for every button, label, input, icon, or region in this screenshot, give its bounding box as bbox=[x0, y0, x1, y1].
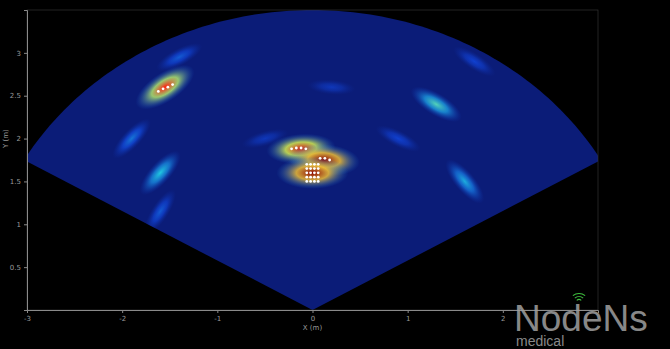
tick-label: -3 bbox=[24, 315, 31, 323]
detection-point bbox=[317, 167, 320, 170]
tick-mark bbox=[24, 224, 27, 225]
detection-point bbox=[323, 157, 326, 160]
tick-mark bbox=[24, 96, 27, 97]
watermark-sub: medical bbox=[516, 333, 564, 349]
heat-spot bbox=[372, 120, 424, 156]
tick: 0 bbox=[311, 310, 315, 323]
tick-mark bbox=[313, 310, 314, 313]
detection-point bbox=[295, 147, 298, 150]
tick-label: 0 bbox=[311, 315, 315, 323]
detection-point bbox=[309, 180, 312, 183]
x-axis: -3 -2 -1 0 1 2 bbox=[24, 310, 598, 323]
tick-label: -1 bbox=[214, 315, 221, 323]
detection-point bbox=[300, 147, 303, 150]
signal-icon bbox=[573, 293, 586, 296]
tick-mark bbox=[122, 310, 123, 313]
detection-point bbox=[290, 147, 293, 150]
x-axis-title: X (m) bbox=[303, 324, 323, 332]
axis-line bbox=[28, 311, 599, 314]
tick: 1 bbox=[17, 221, 27, 229]
coverage-fan bbox=[27, 10, 598, 310]
detection-point bbox=[317, 180, 320, 183]
tick: 1 bbox=[406, 310, 410, 323]
detection-point bbox=[305, 167, 308, 170]
tick-mark bbox=[24, 181, 27, 182]
tick-mark bbox=[24, 267, 27, 268]
detection-point bbox=[328, 159, 331, 162]
heat-spot bbox=[307, 78, 356, 97]
tick: 0.5 bbox=[10, 264, 27, 272]
detection-point bbox=[171, 83, 174, 86]
tick-mark bbox=[24, 139, 27, 140]
detection-point bbox=[309, 176, 312, 179]
heat-spot bbox=[107, 113, 156, 163]
heat-spot bbox=[406, 80, 467, 129]
tick-label: 1 bbox=[406, 315, 410, 323]
detection-point bbox=[313, 180, 316, 183]
tick: 3 bbox=[17, 50, 27, 58]
heat-spot bbox=[277, 157, 349, 189]
detection-point bbox=[313, 176, 316, 179]
tick-label: 1.5 bbox=[10, 178, 21, 186]
tick-mark bbox=[503, 310, 504, 313]
detection-point bbox=[304, 147, 307, 150]
y-axis: 0.5 1 1.5 2 2.5 3 bbox=[10, 11, 28, 311]
detection-point bbox=[309, 163, 312, 166]
detection-point bbox=[305, 176, 308, 179]
detection-point bbox=[317, 163, 320, 166]
detection-point bbox=[313, 167, 316, 170]
tick-label: -2 bbox=[119, 315, 126, 323]
signal-icon bbox=[574, 296, 583, 298]
plot-area bbox=[27, 10, 598, 310]
heat-spot bbox=[133, 145, 186, 201]
heat-spot bbox=[129, 56, 202, 118]
tick-label: 0.5 bbox=[10, 264, 21, 272]
detection-point bbox=[305, 180, 308, 183]
tick: 1.5 bbox=[10, 178, 27, 186]
tick: -1 bbox=[214, 310, 221, 323]
detection-point bbox=[313, 171, 316, 174]
heat-spot bbox=[439, 154, 490, 209]
tick-label: 1 bbox=[17, 221, 21, 229]
detection-point bbox=[166, 86, 169, 89]
tick-mark bbox=[24, 53, 27, 54]
tick: 2.5 bbox=[10, 92, 27, 100]
tick-label: 2.5 bbox=[10, 92, 21, 100]
heat-spot bbox=[449, 41, 499, 81]
detection-point bbox=[157, 90, 160, 93]
watermark: NodeNsmedical bbox=[514, 293, 648, 349]
detection-point bbox=[305, 171, 308, 174]
detection-point bbox=[309, 167, 312, 170]
tick: -3 bbox=[24, 310, 31, 323]
y-axis-title: Y (m) bbox=[2, 129, 10, 149]
signal-icon bbox=[576, 299, 581, 301]
axis-line bbox=[24, 11, 28, 311]
tick: 2 bbox=[17, 135, 27, 143]
detection-point bbox=[319, 157, 322, 160]
detection-point bbox=[317, 171, 320, 174]
detection-point bbox=[305, 163, 308, 166]
tick: -2 bbox=[119, 310, 126, 323]
tick-mark bbox=[217, 310, 218, 313]
chart: -3 -2 -1 0 1 2 0.5 1 1.5 2 2.5 3 X (m) Y (m) NodeNsmed… bbox=[0, 0, 670, 349]
tick-label: 2 bbox=[17, 135, 21, 143]
tick-label: 2 bbox=[501, 315, 505, 323]
tick-mark bbox=[408, 310, 409, 313]
tick: 2 bbox=[501, 310, 505, 323]
detection-point bbox=[162, 87, 165, 90]
plot-frame bbox=[27, 10, 598, 310]
detection-point bbox=[309, 171, 312, 174]
detection-point bbox=[317, 176, 320, 179]
detection-point bbox=[313, 163, 316, 166]
heat-layer bbox=[107, 38, 499, 238]
tick-label: 3 bbox=[17, 50, 21, 58]
